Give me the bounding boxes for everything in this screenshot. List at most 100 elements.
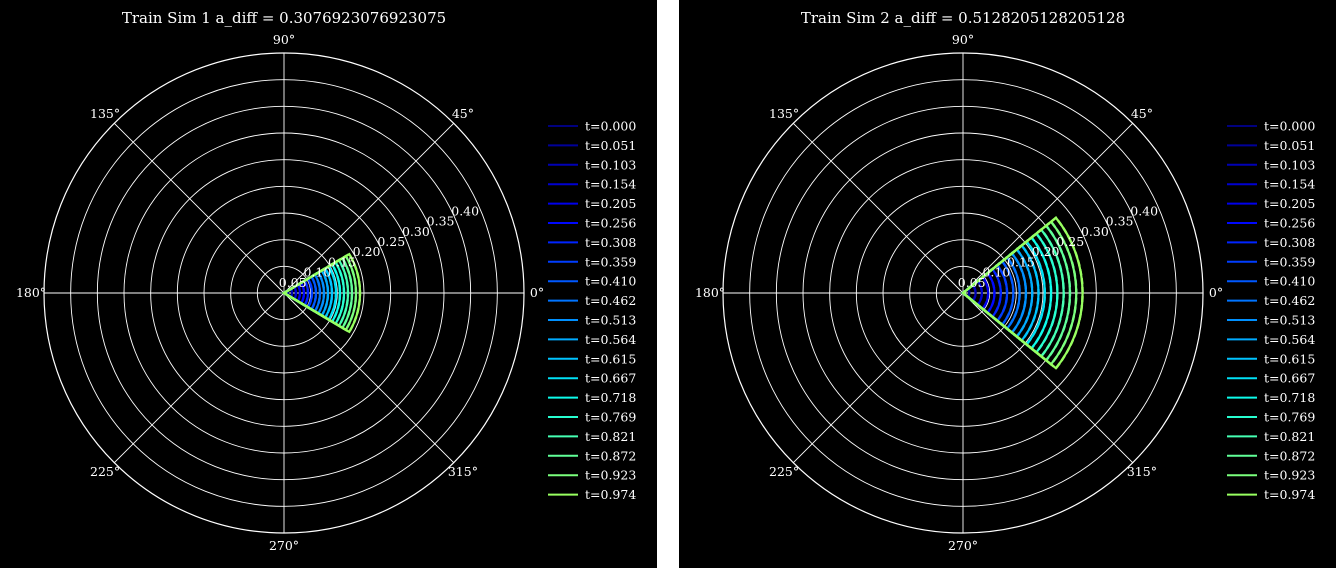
legend-label-19: t=0.974 <box>1264 487 1315 502</box>
series-dashed-line-7 <box>961 263 1009 323</box>
series-dashed-line-11 <box>961 247 1034 339</box>
radial-tick-label-6: 0.35 <box>427 214 455 229</box>
series-dashed-line-14 <box>961 235 1053 351</box>
angular-gridline-5 <box>113 292 285 464</box>
legend-label-0: t=0.000 <box>585 119 636 134</box>
legend-label-10: t=0.513 <box>585 313 636 328</box>
angular-tick-label-7: 315° <box>448 464 478 479</box>
radial-tick-label-3: 0.20 <box>353 244 381 259</box>
series-dashed-line-18 <box>961 220 1078 366</box>
angular-tick-label-1: 45° <box>1131 106 1153 121</box>
legend-label-14: t=0.718 <box>1264 390 1315 405</box>
radial-tick-label-5: 0.30 <box>1081 224 1109 239</box>
legend-label-7: t=0.359 <box>585 254 636 269</box>
legend-label-3: t=0.154 <box>585 177 636 192</box>
angular-gridline-3 <box>792 122 964 294</box>
angular-gridline-7 <box>962 292 1134 464</box>
radial-tick-label-1: 0.10 <box>982 265 1010 280</box>
radial-tick-label-2: 0.15 <box>1007 254 1035 269</box>
legend-label-13: t=0.667 <box>585 371 636 386</box>
legend-label-1: t=0.051 <box>1264 138 1315 153</box>
radial-tick-label-4: 0.25 <box>377 234 405 249</box>
legend-label-7: t=0.359 <box>1264 254 1315 269</box>
legend-label-18: t=0.923 <box>585 468 636 483</box>
series-dashed-line-16 <box>961 227 1065 359</box>
legend-label-11: t=0.564 <box>1264 332 1315 347</box>
legend-label-6: t=0.308 <box>1264 235 1315 250</box>
series-dashed-line-18 <box>281 254 358 332</box>
legend-label-16: t=0.821 <box>585 429 636 444</box>
radial-tick-label-2: 0.15 <box>328 254 356 269</box>
series-dashed-line-19 <box>961 216 1084 370</box>
legend-label-19: t=0.974 <box>585 487 636 502</box>
legend-label-8: t=0.410 <box>585 274 636 289</box>
angular-gridline-1 <box>283 122 455 294</box>
series-dashed-line-16 <box>281 258 350 328</box>
legend-label-10: t=0.513 <box>1264 313 1315 328</box>
radial-tick-label-5: 0.30 <box>402 224 430 239</box>
legend-label-4: t=0.205 <box>1264 196 1315 211</box>
chart-title: Train Sim 2 a_diff = 0.5128205128205128 <box>801 9 1125 27</box>
angular-gridline-5 <box>792 292 964 464</box>
series-dashed-line-8 <box>961 259 1015 327</box>
series-line-14 <box>281 262 342 324</box>
series-dashed-line-13 <box>281 264 338 322</box>
chart-title: Train Sim 1 a_diff = 0.3076923076923075 <box>122 9 446 27</box>
legend-label-17: t=0.872 <box>585 448 636 463</box>
angular-tick-label-3: 135° <box>90 106 120 121</box>
radial-tick-label-7: 0.40 <box>451 203 479 218</box>
legend-label-15: t=0.769 <box>585 410 636 425</box>
angular-tick-label-3: 135° <box>769 106 799 121</box>
legend-label-17: t=0.872 <box>1264 448 1315 463</box>
legend-label-8: t=0.410 <box>1264 274 1315 289</box>
radial-tick-label-0: 0.05 <box>279 275 307 290</box>
radial-tick-label-4: 0.25 <box>1056 234 1084 249</box>
angular-tick-label-1: 45° <box>452 106 474 121</box>
angular-tick-label-2: 90° <box>273 32 295 47</box>
angular-tick-label-6: 270° <box>269 538 299 553</box>
radial-tick-label-1: 0.10 <box>303 265 331 280</box>
polar-chart-panel-1: Train Sim 1 a_diff = 0.3076923076923075 … <box>0 0 657 568</box>
legend-label-18: t=0.923 <box>1264 468 1315 483</box>
series-dashed-line-19 <box>281 252 362 334</box>
angular-tick-label-4: 180° <box>16 285 46 300</box>
radial-tick-label-6: 0.35 <box>1106 214 1134 229</box>
polar-chart-1: Train Sim 1 a_diff = 0.3076923076923075 … <box>16 9 636 553</box>
angular-tick-label-4: 180° <box>695 285 725 300</box>
series-dashed-line-6 <box>961 267 1002 319</box>
angular-tick-label-0: 0° <box>1209 285 1223 300</box>
legend-label-16: t=0.821 <box>1264 429 1315 444</box>
legend-label-2: t=0.103 <box>1264 157 1315 172</box>
legend-label-5: t=0.256 <box>1264 216 1315 231</box>
angular-tick-label-0: 0° <box>530 285 544 300</box>
angular-gridline-1 <box>962 122 1134 294</box>
legend-label-3: t=0.154 <box>1264 177 1315 192</box>
legend-label-15: t=0.769 <box>1264 410 1315 425</box>
angular-gridline-7 <box>283 292 455 464</box>
series-dashed-line-9 <box>961 255 1021 331</box>
series-dashed-line-12 <box>961 243 1040 343</box>
polar-chart-2: Train Sim 2 a_diff = 0.5128205128205128 … <box>695 9 1315 553</box>
angular-tick-label-5: 225° <box>769 464 799 479</box>
angular-tick-label-2: 90° <box>952 32 974 47</box>
series-dashed-line-15 <box>961 231 1059 355</box>
legend-label-5: t=0.256 <box>585 216 636 231</box>
legend-label-13: t=0.667 <box>1264 371 1315 386</box>
radial-tick-label-3: 0.20 <box>1032 244 1060 259</box>
angular-gridline-3 <box>113 122 285 294</box>
series-dashed-line-13 <box>961 239 1046 347</box>
legend-label-11: t=0.564 <box>585 332 636 347</box>
series-dashed-line-5 <box>961 271 996 315</box>
legend-label-12: t=0.615 <box>585 351 636 366</box>
polar-chart-panel-2: Train Sim 2 a_diff = 0.5128205128205128 … <box>679 0 1336 568</box>
legend-label-9: t=0.462 <box>1264 293 1315 308</box>
legend-label-12: t=0.615 <box>1264 351 1315 366</box>
legend-label-14: t=0.718 <box>585 390 636 405</box>
radial-tick-label-0: 0.05 <box>958 275 986 290</box>
legend-label-0: t=0.000 <box>1264 119 1315 134</box>
legend-label-6: t=0.308 <box>585 235 636 250</box>
legend-label-9: t=0.462 <box>585 293 636 308</box>
series-dashed-line-17 <box>281 256 354 330</box>
legend-label-1: t=0.051 <box>585 138 636 153</box>
radial-tick-label-7: 0.40 <box>1130 203 1158 218</box>
